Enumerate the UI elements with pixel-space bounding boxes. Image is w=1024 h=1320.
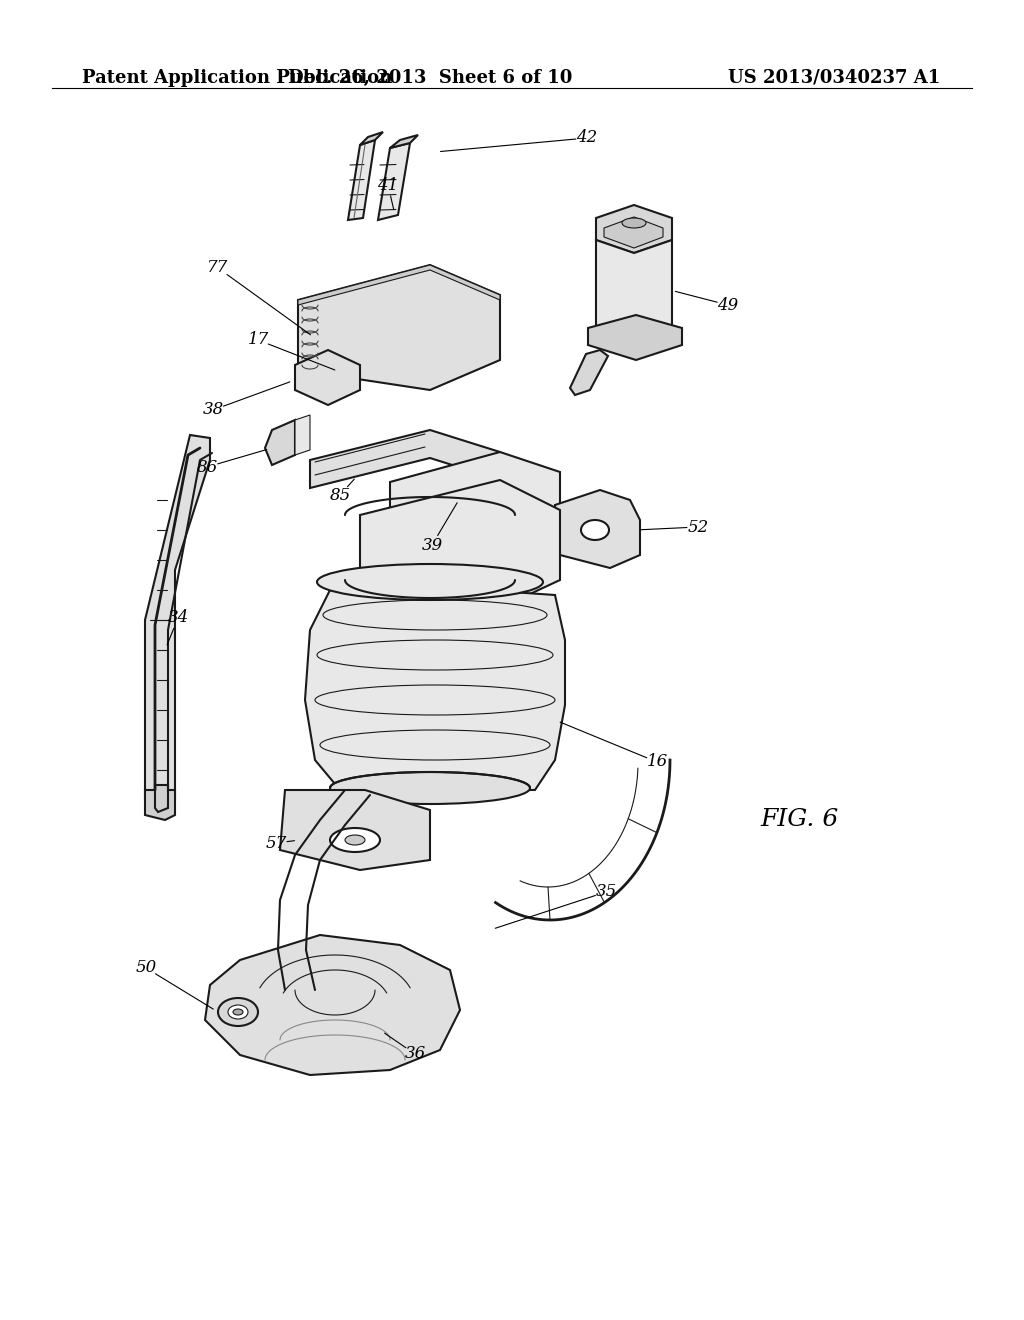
Text: 38: 38 — [203, 401, 223, 418]
Text: 36: 36 — [404, 1045, 426, 1063]
Ellipse shape — [581, 520, 609, 540]
Text: 39: 39 — [421, 536, 442, 553]
Text: 86: 86 — [197, 458, 218, 475]
Ellipse shape — [218, 998, 258, 1026]
Text: FIG. 6: FIG. 6 — [760, 808, 839, 832]
Ellipse shape — [330, 772, 530, 804]
Ellipse shape — [317, 564, 543, 601]
Polygon shape — [295, 414, 310, 455]
Text: 57: 57 — [265, 834, 287, 851]
Polygon shape — [145, 436, 210, 800]
Polygon shape — [265, 420, 295, 465]
Text: 52: 52 — [687, 519, 709, 536]
Polygon shape — [298, 265, 500, 389]
Polygon shape — [305, 579, 565, 789]
Ellipse shape — [345, 836, 365, 845]
Polygon shape — [604, 216, 663, 248]
Polygon shape — [596, 240, 672, 343]
Text: 77: 77 — [208, 260, 228, 276]
Text: Dec. 26, 2013  Sheet 6 of 10: Dec. 26, 2013 Sheet 6 of 10 — [288, 69, 572, 87]
Polygon shape — [360, 480, 560, 609]
Polygon shape — [145, 789, 175, 820]
Ellipse shape — [228, 1005, 248, 1019]
Text: 42: 42 — [577, 129, 598, 147]
Polygon shape — [205, 935, 460, 1074]
Polygon shape — [280, 789, 430, 870]
Polygon shape — [360, 132, 383, 145]
Text: 16: 16 — [646, 754, 668, 771]
Text: 41: 41 — [378, 177, 398, 194]
Polygon shape — [348, 140, 375, 220]
Polygon shape — [310, 430, 500, 488]
Ellipse shape — [233, 1008, 243, 1015]
Polygon shape — [390, 451, 560, 539]
Polygon shape — [295, 350, 360, 405]
Ellipse shape — [457, 490, 493, 506]
Polygon shape — [570, 350, 608, 395]
Polygon shape — [378, 143, 410, 220]
Polygon shape — [596, 205, 672, 253]
Ellipse shape — [330, 828, 380, 851]
Polygon shape — [298, 265, 500, 305]
Text: 35: 35 — [595, 883, 616, 900]
Text: 34: 34 — [167, 610, 188, 627]
Polygon shape — [555, 490, 640, 568]
Polygon shape — [588, 315, 682, 360]
Text: US 2013/0340237 A1: US 2013/0340237 A1 — [728, 69, 940, 87]
Polygon shape — [155, 785, 168, 812]
Text: 49: 49 — [718, 297, 738, 314]
Ellipse shape — [622, 218, 646, 228]
Text: 17: 17 — [248, 331, 268, 348]
Text: 85: 85 — [330, 487, 350, 503]
Text: 50: 50 — [135, 960, 157, 977]
Polygon shape — [390, 135, 418, 148]
Text: Patent Application Publication: Patent Application Publication — [82, 69, 392, 87]
